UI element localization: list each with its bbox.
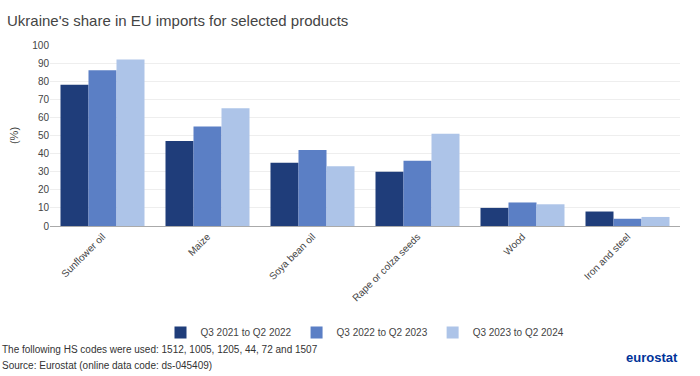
svg-text:Maize: Maize: [186, 231, 213, 258]
svg-text:Wood: Wood: [501, 231, 527, 257]
svg-text:100: 100: [32, 40, 49, 51]
svg-text:Ukraine's share in EU imports: Ukraine's share in EU imports for select…: [7, 12, 348, 29]
svg-text:20: 20: [38, 184, 50, 195]
svg-text:50: 50: [38, 130, 50, 141]
svg-text:Source: Eurostat (online data: Source: Eurostat (online data code: ds-0…: [2, 360, 212, 371]
svg-text:Soya bean oil: Soya bean oil: [267, 231, 318, 282]
svg-text:Iron and steel: Iron and steel: [582, 231, 633, 282]
svg-text:30: 30: [38, 166, 50, 177]
svg-text:60: 60: [38, 112, 50, 123]
svg-text:80: 80: [38, 76, 50, 87]
svg-text:eurostat: eurostat: [626, 350, 678, 365]
svg-text:40: 40: [38, 148, 50, 159]
svg-text:0: 0: [43, 221, 49, 232]
svg-text:The following HS codes were us: The following HS codes were used: 1512, …: [2, 344, 318, 355]
svg-text:90: 90: [38, 58, 50, 69]
svg-text:10: 10: [38, 202, 50, 213]
svg-text:Sunflower oil: Sunflower oil: [59, 231, 107, 279]
svg-text:(%): (%): [8, 127, 20, 144]
svg-text:Q3 2021 to Q2 2022: Q3 2021 to Q2 2022: [201, 327, 292, 338]
svg-text:Q3 2023 to Q2 2024: Q3 2023 to Q2 2024: [473, 327, 564, 338]
svg-text:Rape or colza seeds: Rape or colza seeds: [350, 231, 422, 303]
svg-text:70: 70: [38, 94, 50, 105]
svg-text:Q3 2022 to Q2 2023: Q3 2022 to Q2 2023: [337, 327, 428, 338]
